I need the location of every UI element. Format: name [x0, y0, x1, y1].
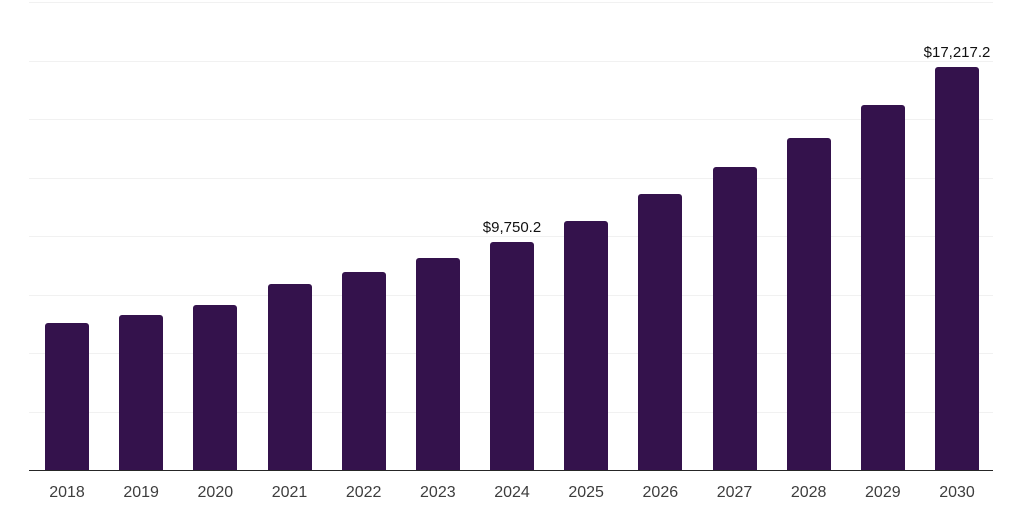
x-tick-label-2026: 2026 — [642, 484, 679, 501]
x-tick-label-2027: 2027 — [716, 484, 753, 501]
gridline-20000 — [29, 2, 993, 3]
bar-2028 — [786, 138, 831, 470]
x-tick-label-2028: 2028 — [790, 484, 827, 501]
gridline-15000 — [29, 119, 993, 120]
gridline-17500 — [29, 60, 993, 62]
bar-2022 — [341, 272, 386, 470]
bar-2023 — [415, 258, 460, 470]
bar-2026 — [638, 194, 683, 470]
bar-2030 — [935, 67, 979, 470]
plot-area: $9,750.2 $17,217.2 — [29, 2, 993, 471]
x-tick-label-2020: 2020 — [197, 484, 234, 501]
x-tick-label-2022: 2022 — [345, 484, 382, 501]
x-tick-label-2024: 2024 — [494, 484, 530, 501]
bar-value-label-2024: $9,750.2 — [482, 218, 542, 236]
bar-2018 — [45, 322, 89, 470]
bar-2029 — [860, 104, 905, 470]
bar-2025 — [564, 220, 609, 470]
bar-2019 — [119, 314, 164, 470]
bar-2020 — [193, 305, 238, 470]
bar-2021 — [267, 284, 312, 470]
x-tick-label-2025: 2025 — [568, 484, 604, 501]
x-tick-label-2030: 2030 — [939, 484, 975, 501]
bar-value-label-2030: $17,217.2 — [923, 44, 991, 62]
gridline-10000 — [29, 236, 993, 237]
x-tick-label-2021: 2021 — [271, 484, 308, 501]
x-tick-label-2019: 2019 — [123, 484, 159, 501]
x-axis-line — [29, 469, 993, 471]
bar-2027 — [712, 166, 757, 470]
x-tick-label-2029: 2029 — [865, 484, 901, 501]
gridline-12500 — [29, 177, 993, 179]
bar-2024 — [490, 241, 534, 470]
x-tick-label-2023: 2023 — [420, 484, 456, 501]
x-tick-label-2018: 2018 — [49, 484, 85, 501]
